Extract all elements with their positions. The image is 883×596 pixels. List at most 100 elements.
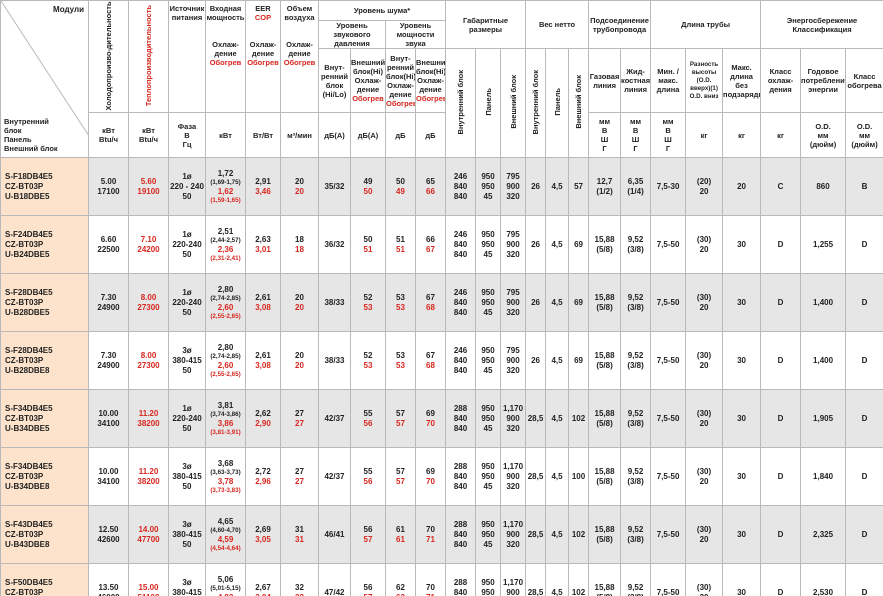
text-line: 7,5-50 bbox=[656, 529, 680, 539]
text-line: 38200 bbox=[137, 476, 160, 486]
text-line: 70 bbox=[426, 582, 435, 592]
text-line: 56 bbox=[363, 418, 373, 428]
model-cell: S-F34DB4E5 CZ-BT03P U-B34DBE8 bbox=[0, 447, 89, 507]
value-cell: 31 31 bbox=[280, 505, 319, 565]
value-cell: (30)20 bbox=[685, 331, 724, 391]
text-line: блок bbox=[4, 126, 22, 136]
text-line: 1,400 bbox=[813, 297, 834, 307]
value-cell: 4,5 bbox=[545, 215, 570, 275]
text-line: (3,74-3,86) bbox=[210, 410, 241, 418]
liquid: Жид-костная линия bbox=[620, 47, 652, 114]
text-line: Г bbox=[633, 144, 638, 154]
value-cell: 30 bbox=[722, 331, 762, 391]
unit-cell: кВт bbox=[205, 112, 246, 159]
value-cell: 246 840 840 bbox=[445, 215, 476, 275]
text-line: (30) bbox=[696, 466, 712, 476]
text-line: 22500 bbox=[97, 244, 120, 254]
noise-in-pw-title: Внут-ренний блок(Hi) Охлаж-дение Обогрев bbox=[387, 54, 415, 108]
value-cell: 7.10 24200 bbox=[128, 215, 169, 275]
text-line: S-F18DB4E5 bbox=[5, 171, 53, 181]
text-line: длина bbox=[656, 85, 680, 95]
text-line: 246 bbox=[453, 345, 468, 355]
text-line: мм bbox=[859, 130, 871, 140]
text-line: Btu/ч bbox=[99, 135, 118, 145]
text-line: 3,46 bbox=[255, 186, 271, 196]
text-line: Класс bbox=[769, 67, 792, 77]
text-line: Внешний блок bbox=[4, 144, 58, 154]
text-line: 28,5 bbox=[527, 413, 544, 423]
value-cell: 26 bbox=[525, 215, 547, 275]
text-line: 15.00 bbox=[138, 582, 159, 592]
table-body: S-F18DB4E5 CZ-BT03P U-B18DBE5 5.00 17100 5.60… bbox=[0, 157, 883, 596]
text-line: 8.00 bbox=[140, 292, 157, 302]
unit-cell: Вт/Вт bbox=[245, 112, 281, 159]
text-line: 57 bbox=[396, 408, 405, 418]
w-in: Внутренний блок bbox=[525, 47, 547, 159]
text-line: (3/8) bbox=[627, 302, 644, 312]
dim-panel-title: Панель bbox=[483, 88, 493, 117]
text-line: 950 bbox=[481, 297, 495, 307]
noise-in-sp: Внут-ренний блок (Hi/Lo) bbox=[318, 47, 351, 114]
text-line: (20) bbox=[696, 176, 712, 186]
text-line: трубопровода bbox=[592, 24, 647, 34]
text-line: Панель bbox=[4, 135, 32, 145]
text-line: 7.10 bbox=[140, 234, 157, 244]
text-line: Мин. / bbox=[657, 67, 679, 77]
text-line: кг bbox=[700, 130, 708, 140]
value-cell: D bbox=[845, 331, 883, 391]
text-line: дение bbox=[251, 49, 275, 58]
noise-pw-header: Уровень мощности звука bbox=[385, 20, 446, 49]
text-line: 3ø bbox=[182, 461, 192, 471]
text-line: 45 bbox=[483, 481, 493, 491]
text-line: D bbox=[777, 239, 784, 249]
text-line: 380-415 bbox=[172, 471, 202, 481]
text-line: 3,08 bbox=[255, 302, 271, 312]
text-line: 42/37 bbox=[324, 413, 345, 423]
eer-title: EER bbox=[255, 4, 271, 13]
text-line: 50 bbox=[182, 365, 192, 375]
text-line: 3ø bbox=[182, 345, 192, 355]
value-cell: 9,52(3/8) bbox=[620, 563, 652, 596]
text-line: обогрева bbox=[847, 80, 882, 90]
text-line: размеры bbox=[468, 24, 503, 34]
text-line: 27 bbox=[295, 418, 304, 428]
text-line: 26 bbox=[531, 297, 540, 307]
value-cell: D bbox=[760, 215, 802, 275]
text-line: 1,905 bbox=[813, 413, 834, 423]
text-line: 45 bbox=[483, 191, 493, 201]
input-title: Входная мощность bbox=[207, 4, 245, 22]
text-line: (30) bbox=[696, 408, 712, 418]
text-line: 1,400 bbox=[813, 355, 834, 365]
text-line: 66 bbox=[426, 234, 435, 244]
value-cell: 10.00 34100 bbox=[88, 389, 129, 449]
text-line: 27300 bbox=[137, 302, 160, 312]
text-line: 15,88 bbox=[594, 524, 615, 534]
text-line: 3,05 bbox=[255, 534, 271, 544]
text-line: 15,88 bbox=[594, 292, 615, 302]
text-line: D bbox=[861, 297, 868, 307]
unit-cell: Фаза В Гц bbox=[168, 112, 206, 159]
text-line: 320 bbox=[506, 249, 520, 259]
text-line: 1,170 bbox=[503, 403, 524, 413]
text-line: 49 bbox=[363, 176, 373, 186]
text-line: (O.D. bbox=[696, 76, 712, 84]
value-cell: 5.60 19100 bbox=[128, 157, 169, 217]
text-line: 50 bbox=[182, 481, 192, 491]
text-line: 288 bbox=[453, 519, 468, 529]
text-line: потребление bbox=[801, 76, 846, 86]
cool-header: Холодопроизво-дительность bbox=[88, 0, 129, 114]
text-line: 70 bbox=[426, 524, 435, 534]
dim-in: Внутренний блок bbox=[445, 47, 476, 159]
value-cell: (30)20 bbox=[685, 273, 724, 333]
text-line: 38200 bbox=[137, 418, 160, 428]
text-line: В bbox=[665, 126, 671, 136]
value-cell: 67 68 bbox=[415, 273, 446, 333]
text-line: (1/2) bbox=[596, 186, 613, 196]
value-cell: 14.00 47700 bbox=[128, 505, 169, 565]
data-row: S-F50DB4E5CZ-BT03PU-B50DBE813.504600015.… bbox=[0, 563, 883, 596]
text-line: 7,5-50 bbox=[656, 471, 680, 481]
